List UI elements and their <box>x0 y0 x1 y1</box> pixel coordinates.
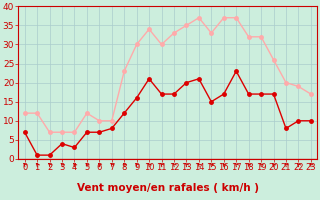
X-axis label: Vent moyen/en rafales ( km/h ): Vent moyen/en rafales ( km/h ) <box>77 183 259 193</box>
